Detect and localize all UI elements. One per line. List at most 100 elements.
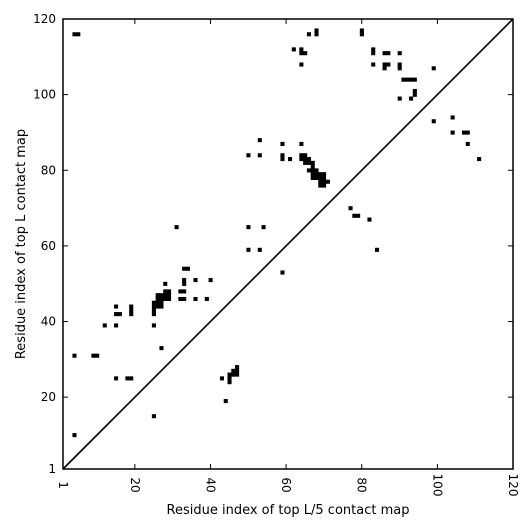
contact-point bbox=[303, 51, 308, 56]
x-tick-label: 60 bbox=[279, 477, 293, 492]
contact-point bbox=[76, 32, 81, 37]
contact-point bbox=[193, 296, 198, 302]
contact-point bbox=[431, 119, 436, 124]
contact-point bbox=[356, 213, 361, 218]
contact-point bbox=[352, 213, 357, 218]
contact-point bbox=[178, 296, 183, 302]
contact-point bbox=[219, 376, 225, 381]
contact-point bbox=[348, 206, 353, 211]
data-points bbox=[72, 28, 482, 438]
contact-point bbox=[178, 289, 183, 294]
contact-point bbox=[465, 141, 470, 146]
contact-point bbox=[409, 96, 414, 101]
y-tick-label: 1 bbox=[48, 462, 56, 476]
contact-point bbox=[155, 300, 160, 305]
contact-point bbox=[397, 62, 402, 67]
contact-point bbox=[299, 157, 304, 162]
contact-point bbox=[261, 225, 266, 230]
contact-point bbox=[280, 270, 285, 275]
contact-point bbox=[314, 172, 319, 177]
contact-point bbox=[151, 414, 156, 419]
contact-point bbox=[280, 157, 285, 162]
contact-point bbox=[306, 168, 311, 173]
contact-point bbox=[412, 92, 417, 97]
contact-point bbox=[280, 141, 285, 146]
contact-point bbox=[303, 153, 308, 158]
contact-point bbox=[182, 278, 187, 283]
contact-point bbox=[371, 47, 376, 52]
contact-point bbox=[314, 175, 319, 181]
contact-point bbox=[306, 32, 311, 37]
contact-point bbox=[310, 175, 315, 181]
contact-point bbox=[95, 353, 100, 358]
contact-point bbox=[371, 62, 376, 67]
contact-point bbox=[174, 225, 179, 230]
contact-point bbox=[159, 300, 164, 305]
y-tick-label: 100 bbox=[33, 88, 56, 102]
contact-point bbox=[182, 289, 187, 294]
contact-point bbox=[159, 296, 164, 302]
contact-point bbox=[306, 157, 311, 162]
contact-point bbox=[125, 376, 130, 381]
contact-point bbox=[318, 172, 323, 177]
contact-point bbox=[397, 66, 402, 71]
contact-point bbox=[431, 66, 436, 71]
contact-point bbox=[382, 62, 387, 67]
contact-point bbox=[235, 365, 240, 370]
y-tick-label: 80 bbox=[41, 163, 56, 177]
contact-point bbox=[159, 304, 164, 309]
contact-point bbox=[257, 138, 262, 143]
contact-point bbox=[386, 51, 391, 56]
contact-point bbox=[114, 304, 119, 309]
plot-frame bbox=[62, 18, 514, 470]
contact-point bbox=[280, 153, 285, 158]
contact-point bbox=[114, 312, 119, 317]
contact-point bbox=[193, 278, 198, 283]
contact-point bbox=[405, 77, 410, 82]
contact-point bbox=[223, 399, 228, 404]
contact-point bbox=[303, 157, 308, 162]
contact-point bbox=[310, 164, 315, 169]
contact-point bbox=[182, 266, 187, 271]
contact-point bbox=[299, 47, 304, 52]
contact-point bbox=[166, 296, 172, 302]
contact-point bbox=[382, 66, 387, 71]
contact-point bbox=[227, 376, 232, 381]
contact-point bbox=[129, 312, 134, 317]
contact-point bbox=[314, 32, 319, 37]
contact-point bbox=[288, 157, 293, 162]
contact-point bbox=[374, 247, 380, 252]
contact-point bbox=[204, 296, 209, 302]
contact-point bbox=[412, 77, 417, 82]
y-tick-label: 20 bbox=[41, 390, 56, 404]
contact-point bbox=[477, 157, 482, 162]
contact-point bbox=[386, 62, 391, 67]
contact-point bbox=[235, 372, 240, 377]
contact-point bbox=[246, 153, 251, 158]
contact-point bbox=[163, 281, 168, 286]
contact-point bbox=[450, 130, 455, 135]
contact-point bbox=[291, 47, 296, 52]
contact-point bbox=[159, 293, 164, 298]
contact-point bbox=[318, 179, 323, 184]
contact-point bbox=[114, 376, 119, 381]
contact-point bbox=[303, 160, 308, 165]
contact-point bbox=[401, 77, 406, 82]
x-tick-label: 20 bbox=[128, 477, 142, 492]
contact-point bbox=[129, 304, 134, 309]
contact-point bbox=[129, 308, 134, 313]
contact-point bbox=[322, 183, 327, 188]
x-axis-ticks: 1 20 40 60 80 100 120 bbox=[56, 19, 520, 496]
contact-point bbox=[185, 266, 190, 271]
contact-point bbox=[163, 296, 168, 302]
contact-point bbox=[163, 293, 168, 298]
contact-point bbox=[257, 153, 262, 158]
contact-point bbox=[91, 353, 96, 358]
x-tick-label: 120 bbox=[506, 474, 520, 497]
contact-point bbox=[129, 376, 134, 381]
contact-point bbox=[325, 179, 330, 184]
contact-point bbox=[371, 51, 376, 56]
contact-point bbox=[412, 88, 417, 94]
contact-point bbox=[72, 433, 77, 438]
contact-point bbox=[155, 304, 160, 309]
